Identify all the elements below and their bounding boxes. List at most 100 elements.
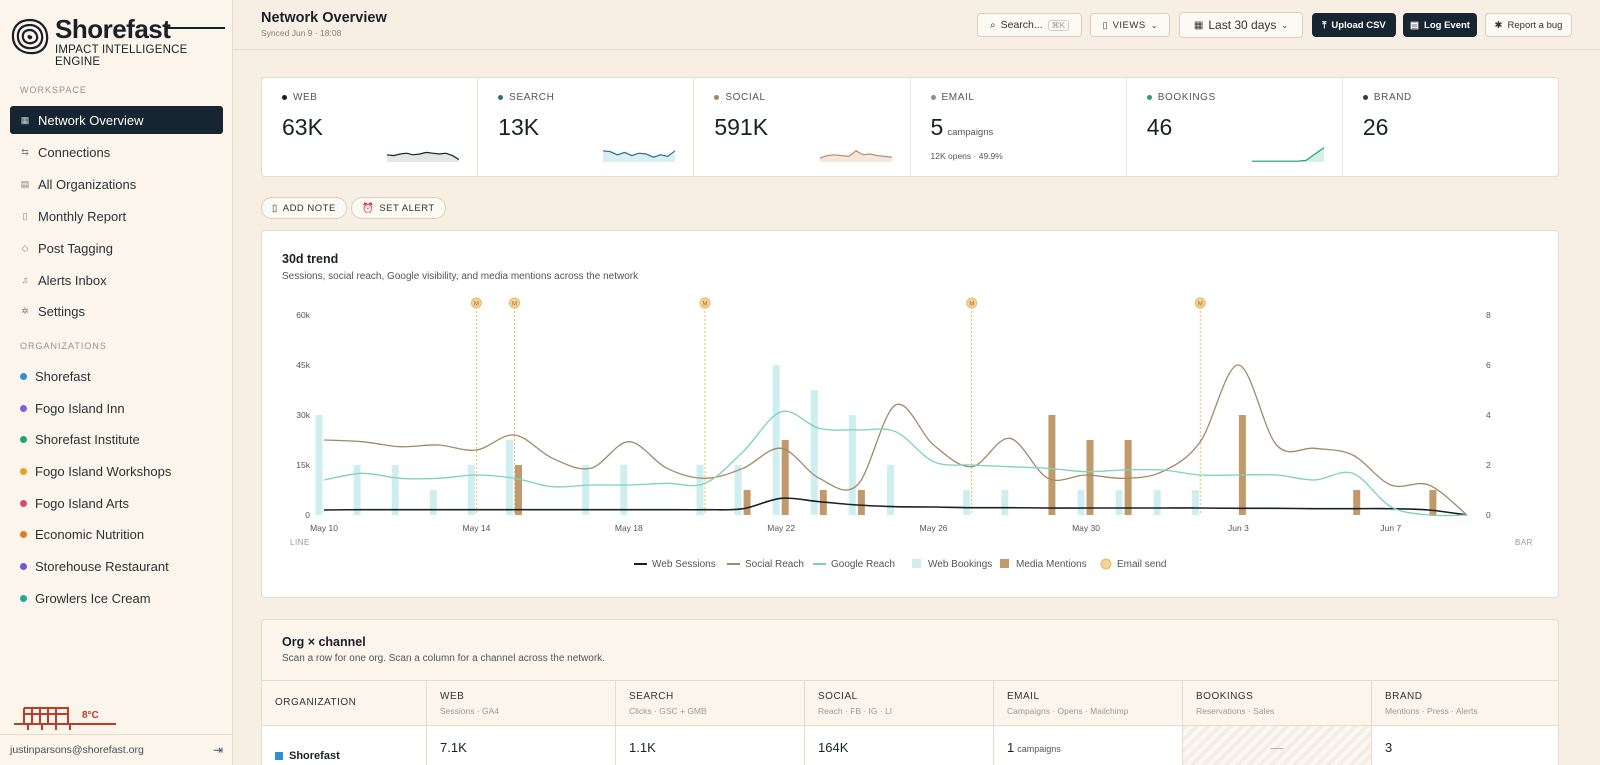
media-mentions-bar[interactable]	[857, 490, 865, 515]
log-event-button[interactable]: ▤ Log Event	[1403, 13, 1477, 37]
web-bookings-bar[interactable]	[772, 365, 780, 515]
kpi-brand[interactable]: BRAND 26	[1343, 78, 1558, 176]
web-bookings-bar[interactable]	[1115, 490, 1123, 515]
media-mentions-bar[interactable]	[1429, 490, 1437, 515]
media-mentions-bar[interactable]	[1048, 415, 1056, 515]
y-left-tick-label: 45k	[296, 360, 310, 370]
media-mentions-bar[interactable]	[1238, 415, 1246, 515]
media-mentions-bar[interactable]	[515, 465, 522, 515]
sidebar-org-shorefast-institute[interactable]: Shorefast Institute	[10, 426, 223, 452]
matrix-header-search[interactable]: SEARCH Clicks · GSC + GMB	[616, 681, 805, 725]
sidebar-item-settings[interactable]: ✲ Settings	[10, 297, 223, 325]
org-color-dot	[20, 372, 27, 380]
legend-label[interactable]: Google Reach	[831, 559, 895, 570]
kpi-social[interactable]: SOCIAL 591K	[694, 78, 911, 176]
building-icon: ▤	[20, 178, 30, 189]
legend-label[interactable]: Web Sessions	[652, 559, 716, 570]
report-bug-button[interactable]: ✱ Report a bug	[1485, 13, 1572, 37]
views-dropdown[interactable]: ▯ VIEWS ⌄	[1090, 13, 1170, 37]
media-mentions-bar[interactable]	[1086, 440, 1094, 515]
table-row[interactable]: Shorefast 7.1K 1.1K 164K 1 campaigns — 3	[262, 726, 1558, 765]
left-axis-type-label: LINE	[290, 538, 310, 547]
legend-swatch	[1100, 558, 1112, 570]
kpi-email[interactable]: EMAIL 5 campaigns 12K opens · 49.9%	[911, 78, 1127, 176]
sidebar-org-shorefast[interactable]: Shorefast	[10, 363, 223, 389]
logout-icon[interactable]: ⇥	[212, 743, 223, 757]
set-alert-button[interactable]: ⏰ SET ALERT	[351, 197, 446, 219]
legend-label[interactable]: Social Reach	[745, 559, 804, 570]
matrix-cell-bookings[interactable]: —	[1183, 726, 1372, 765]
matrix-header-bookings[interactable]: BOOKINGS Reservations · Sales	[1183, 681, 1372, 725]
kpi-search[interactable]: SEARCH 13K	[478, 78, 695, 176]
kpi-label: SEARCH	[498, 92, 554, 103]
upload-csv-button[interactable]: ⤒ Upload CSV	[1312, 13, 1396, 37]
matrix-cell-social[interactable]: 164K	[805, 726, 994, 765]
main-content: Network Overview Synced Jun 9 · 18:08 ⌕ …	[233, 0, 1600, 765]
matrix-header-web[interactable]: WEB Sessions · GA4	[427, 681, 616, 725]
sidebar-org-storehouse-restaurant[interactable]: Storehouse Restaurant	[10, 553, 223, 579]
search-button[interactable]: ⌕ Search... ⌘K	[977, 13, 1082, 37]
legend-label[interactable]: Web Bookings	[928, 559, 992, 570]
web-bookings-bar[interactable]	[887, 465, 894, 515]
media-mentions-bar[interactable]	[781, 440, 789, 515]
legend-label[interactable]: Email send	[1117, 559, 1166, 570]
sidebar-item-alerts-inbox[interactable]: ♫ Alerts Inbox	[10, 266, 223, 294]
web-bookings-bar[interactable]	[315, 415, 323, 515]
kpi-web[interactable]: WEB 63K	[262, 78, 479, 176]
sidebar-org-fogo-island-workshops[interactable]: Fogo Island Workshops	[10, 458, 223, 484]
email-send-marker[interactable]	[470, 297, 482, 309]
sidebar-item-post-tagging[interactable]: ◇ Post Tagging	[10, 234, 223, 262]
date-range-select[interactable]: ▦ Last 30 days ⌄	[1179, 12, 1303, 38]
media-mentions-bar[interactable]	[1353, 490, 1361, 515]
matrix-header-brand[interactable]: BRAND Mentions · Press · Alerts	[1385, 691, 1478, 716]
web-bookings-bar[interactable]	[810, 390, 818, 515]
web-bookings-bar[interactable]	[734, 465, 742, 515]
media-mentions-bar[interactable]	[743, 490, 751, 515]
email-send-marker[interactable]	[509, 297, 520, 309]
sidebar-org-economic-nutrition[interactable]: Economic Nutrition	[10, 521, 223, 547]
web-bookings-bar[interactable]	[1191, 490, 1199, 515]
sidebar-org-growlers-ice-cream[interactable]: Growlers Ice Cream	[10, 585, 223, 611]
matrix-org-cell[interactable]: Shorefast	[262, 726, 427, 765]
web-bookings-bar[interactable]	[848, 415, 856, 515]
web-sessions-line[interactable]	[323, 497, 1468, 516]
legend-label[interactable]: Media Mentions	[1016, 559, 1087, 570]
sidebar-org-fogo-island-inn[interactable]: Fogo Island Inn	[10, 395, 223, 421]
kpi-row: WEB 63K SEARCH 13K SOCIAL 591K EMAIL 5 ca…	[261, 77, 1559, 177]
matrix-cell-web[interactable]: 7.1K	[427, 726, 616, 765]
email-send-marker-label: M	[512, 302, 517, 308]
web-bookings-bar[interactable]	[620, 465, 628, 515]
matrix-cell-brand[interactable]: 3	[1385, 740, 1393, 755]
social-reach-line[interactable]	[323, 364, 1468, 516]
matrix-header-email[interactable]: EMAIL Campaigns · Opens · Mailchimp	[994, 681, 1183, 725]
matrix-cell-search[interactable]: 1.1K	[616, 726, 805, 765]
sidebar-org-fogo-island-arts[interactable]: Fogo Island Arts	[10, 490, 223, 516]
web-bookings-bar[interactable]	[391, 465, 399, 515]
kpi-bookings[interactable]: BOOKINGS 46	[1127, 78, 1343, 176]
email-send-marker[interactable]	[1194, 297, 1206, 309]
email-send-marker[interactable]	[699, 297, 711, 309]
trend-chart[interactable]: 0 15k 30k 45k 60k 0 2 4 6 8 M M M M M May 10 May 14 May 1…	[262, 231, 1560, 599]
sparkline-line	[819, 150, 892, 159]
google-reach-line[interactable]	[323, 410, 1468, 517]
sidebar-item-network-overview[interactable]: ▦ Network Overview	[10, 106, 223, 134]
brand-logo[interactable]: Shorefast IMPACT INTELLIGENCE ENGINE	[10, 14, 225, 68]
web-bookings-bar[interactable]	[353, 465, 361, 515]
web-bookings-bar[interactable]	[1077, 490, 1085, 515]
sidebar-item-connections[interactable]: ⇆ Connections	[10, 138, 223, 166]
web-bookings-bar[interactable]	[1001, 490, 1009, 515]
sidebar-item-all-organizations[interactable]: ▤ All Organizations	[10, 170, 223, 198]
matrix-header-social[interactable]: SOCIAL Reach · FB · IG · LI	[805, 681, 994, 725]
web-bookings-bar[interactable]	[1153, 490, 1161, 515]
email-send-marker[interactable]	[966, 297, 978, 309]
sidebar-org-label: Growlers Ice Cream	[35, 590, 151, 606]
web-bookings-bar[interactable]	[963, 490, 971, 515]
web-bookings-bar[interactable]	[467, 465, 475, 515]
matrix-cell-email[interactable]: 1 campaigns	[994, 726, 1183, 765]
add-note-button[interactable]: ▯ ADD NOTE	[261, 197, 347, 219]
web-bookings-bar[interactable]	[582, 465, 590, 515]
web-bookings-bar[interactable]	[696, 465, 704, 515]
kpi-value: 5 campaigns	[930, 114, 994, 140]
web-bookings-bar[interactable]	[429, 490, 437, 515]
sidebar-item-monthly-report[interactable]: ▯ Monthly Report	[10, 202, 223, 230]
